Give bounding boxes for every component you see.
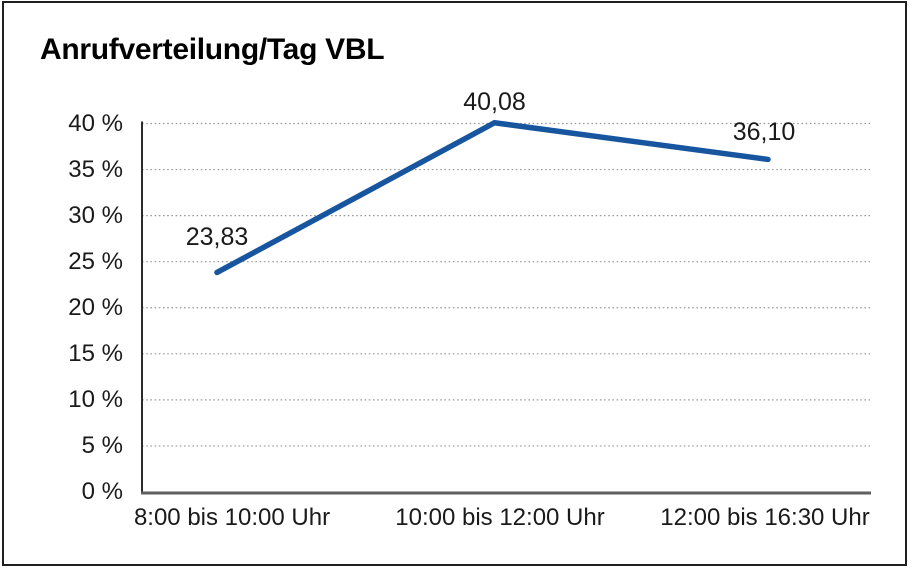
data-point-label: 36,10 [732, 118, 796, 147]
chart-frame: Anrufverteilung/Tag VBL [2, 1, 907, 566]
data-series-line [214, 119, 771, 276]
x-category-label: 12:00 bis 16:30 Uhr [660, 504, 870, 531]
y-tick-label: 25 % [68, 247, 123, 275]
x-category-label: 10:00 bis 12:00 Uhr [395, 504, 605, 531]
data-point-label: 23,83 [185, 223, 249, 252]
chart-title: Anrufverteilung/Tag VBL [40, 33, 385, 66]
y-tick-label: 40 % [68, 109, 123, 137]
x-category-label: 8:00 bis 10:00 Uhr [133, 504, 331, 531]
y-tick-label: 20 % [68, 293, 123, 321]
y-tick-label: 30 % [68, 201, 123, 229]
y-tick-label: 5 % [81, 431, 123, 459]
y-tick-label: 0 % [81, 478, 123, 505]
y-tick-label: 10 % [68, 385, 123, 413]
y-tick-label: 35 % [68, 155, 123, 183]
data-point-label: 40,08 [463, 87, 526, 116]
y-tick-label: 15 % [68, 339, 123, 367]
